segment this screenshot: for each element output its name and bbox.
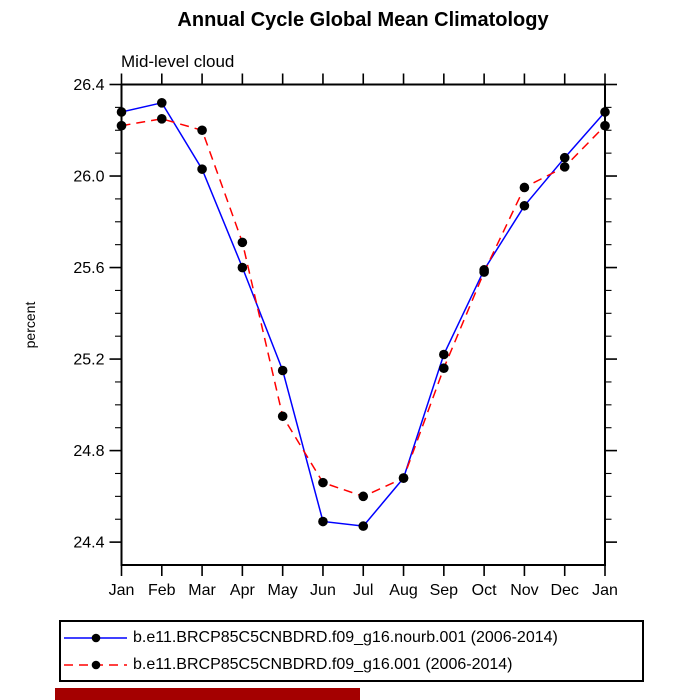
data-point-s0 (156, 98, 167, 108)
data-point-s0 (197, 164, 207, 174)
month-tick-label: Jun (310, 582, 336, 599)
month-tick-label: Jul (353, 582, 373, 599)
legend-line-sample-solid (64, 633, 127, 642)
data-point-s1 (277, 411, 288, 422)
data-point-s0 (116, 107, 127, 117)
data-point-s0 (439, 349, 449, 360)
month-tick-label: Jan (592, 582, 618, 599)
bottom-red-bar (55, 688, 360, 700)
data-point-s0 (600, 107, 610, 117)
month-tick-label: Oct (472, 582, 497, 599)
month-tick-label: Feb (148, 582, 176, 599)
month-tick-label: May (268, 582, 298, 599)
legend-label: b.e11.BRCP85C5CNBDRD.f09_g16.nourb.001 (… (133, 628, 558, 646)
month-tick-label: Dec (550, 582, 578, 599)
data-point-s1 (318, 477, 328, 488)
legend-row-solid: b.e11.BRCP85C5CNBDRD.f09_g16.nourb.001 (… (63, 625, 642, 651)
data-point-s1 (358, 491, 369, 502)
legend-box: b.e11.BRCP85C5CNBDRD.f09_g16.nourb.001 (… (59, 620, 644, 682)
month-tick-label: Nov (510, 582, 538, 599)
legend-marker (91, 633, 101, 642)
data-point-s0 (237, 262, 248, 273)
data-point-s1 (519, 182, 530, 193)
legend-line-sample-dashed (64, 660, 127, 669)
legend-row-dashed: b.e11.BRCP85C5CNBDRD.f09_g16.001 (2006-2… (63, 652, 642, 678)
chart-title: Annual Cycle Global Mean Climatology (177, 9, 549, 31)
data-point-s0 (519, 200, 530, 211)
y-tick-label: 26.0 (73, 169, 104, 186)
y-tick-label: 26.4 (73, 77, 104, 94)
data-point-s0 (559, 152, 570, 163)
month-tick-label: Sep (430, 582, 459, 599)
data-point-s0 (277, 365, 288, 376)
y-tick-label: 25.6 (73, 260, 104, 277)
data-point-s1 (197, 125, 207, 136)
month-tick-label: Mar (188, 582, 216, 599)
chart-subtitle: Mid-level cloud (121, 52, 235, 71)
month-tick-label: Aug (389, 582, 417, 599)
data-point-s0 (358, 521, 369, 531)
month-tick-label: Apr (230, 582, 256, 599)
series-line-0 (121, 101, 606, 527)
y-tick-label: 25.2 (73, 352, 104, 369)
month-tick-label: Jan (109, 582, 135, 599)
data-point-s1 (116, 120, 127, 131)
data-point-s1 (237, 237, 248, 248)
series-line-1 (121, 118, 606, 498)
data-point-s1 (398, 473, 409, 483)
data-point-s1 (559, 162, 570, 172)
data-point-s1 (156, 114, 167, 124)
data-point-s1 (439, 363, 449, 374)
data-point-s1 (600, 120, 610, 131)
y-tick-label: 24.8 (73, 443, 104, 460)
data-point-s1 (479, 267, 489, 277)
legend-label: b.e11.BRCP85C5CNBDRD.f09_g16.001 (2006-2… (133, 655, 513, 673)
legend-marker (91, 660, 101, 669)
data-point-s0 (318, 516, 328, 527)
y-tick-label: 24.4 (73, 535, 104, 552)
